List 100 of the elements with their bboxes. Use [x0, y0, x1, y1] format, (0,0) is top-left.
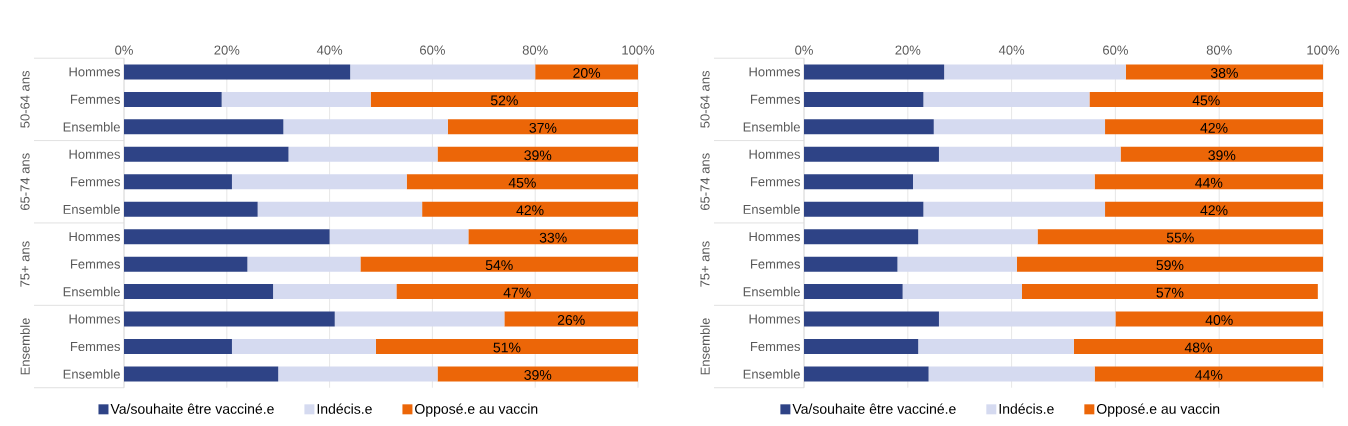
y-tick-label: Hommes [69, 314, 120, 324]
bar [124, 201, 258, 217]
bar [437, 366, 639, 382]
y-tick-label: Hommes [69, 232, 120, 242]
x-tick-label: 100% [622, 45, 655, 55]
bar [1089, 91, 1324, 107]
y-tick-label: Ensemble [743, 286, 800, 297]
bar [804, 119, 934, 135]
bar [1094, 174, 1324, 190]
data-label: 37% [529, 122, 557, 133]
bar [124, 366, 279, 382]
y-tick-label: Femmes [70, 94, 121, 104]
text: 50-64 ans [20, 70, 30, 128]
bar [944, 64, 1126, 80]
data-label: 54% [485, 260, 513, 271]
bar [918, 339, 1074, 355]
bar [288, 146, 438, 162]
data-label: 45% [508, 177, 536, 188]
bar [913, 174, 1095, 190]
bar [247, 256, 361, 272]
bar [375, 339, 639, 355]
bar [1125, 64, 1324, 80]
x-tick-label: 80% [1206, 45, 1232, 55]
bar [1105, 119, 1324, 135]
data-label: 42% [1200, 205, 1228, 216]
y-tick-label: Femmes [750, 341, 801, 352]
bar [278, 366, 438, 382]
bar [273, 284, 397, 300]
bar [1094, 366, 1324, 382]
data-label: 44% [1195, 370, 1223, 380]
text: 75+ ans [700, 241, 710, 287]
bar [231, 174, 407, 190]
data-label: 33% [539, 232, 567, 243]
bar [938, 146, 1121, 162]
y-tick-label: Hommes [749, 67, 801, 77]
legend-label: Opposé.e au vaccin [1096, 403, 1220, 417]
bar [124, 119, 284, 135]
x-tick-label: 40% [998, 45, 1025, 55]
data-label: 39% [524, 150, 552, 161]
bar [1120, 146, 1324, 162]
x-tick-label: 0% [795, 45, 813, 55]
y-tick-label: Hommes [749, 314, 801, 324]
x-tick-label: 100% [1307, 45, 1340, 55]
data-label: 47% [503, 287, 531, 298]
bar [396, 284, 639, 300]
data-label: 39% [1208, 150, 1236, 161]
bar [447, 119, 639, 135]
bar [923, 91, 1090, 107]
bar [804, 201, 924, 217]
data-label: 38% [1210, 67, 1238, 78]
bar [437, 146, 639, 162]
text: Ensemble [700, 318, 710, 375]
bar [535, 64, 639, 80]
bar [928, 366, 1095, 382]
y-tick-label: Ensemble [63, 369, 120, 379]
legend-label: Va/souhaite être vacciné.e [110, 403, 274, 414]
bar [231, 339, 376, 355]
x-tick-label: 40% [316, 45, 343, 55]
bar [918, 229, 1038, 245]
legend-label: Indécis.e [317, 403, 372, 414]
x-tick-label: 20% [214, 45, 240, 55]
bar [283, 119, 448, 135]
bar [804, 174, 913, 190]
bar [124, 229, 330, 245]
bar [933, 119, 1106, 135]
data-label: 40% [1205, 315, 1233, 326]
y-tick-label: Hommes [69, 67, 120, 77]
bar [124, 146, 289, 162]
bar [124, 64, 351, 80]
y-tick-label: Hommes [749, 149, 801, 159]
bar [804, 256, 898, 272]
bar [1016, 256, 1324, 272]
data-label: 42% [516, 205, 544, 216]
x-tick-label: 0% [115, 45, 133, 55]
data-label: 45% [1192, 95, 1220, 106]
data-label: 26% [557, 315, 585, 326]
bar [468, 229, 639, 245]
y-tick-label: Femmes [70, 341, 121, 352]
bar [334, 311, 505, 327]
x-tick-label: 60% [420, 45, 445, 55]
bar [124, 339, 232, 355]
y-tick-label: Femmes [750, 259, 801, 269]
text: Ensemble [20, 318, 30, 375]
bar [329, 229, 469, 245]
bar [124, 91, 222, 107]
bar [360, 256, 639, 272]
legend-label: Va/souhaite être vacciné.e [792, 403, 956, 414]
y-tick-label: Ensemble [63, 122, 120, 132]
x-tick-label: 60% [1103, 45, 1128, 55]
bar [804, 229, 919, 245]
bar [257, 201, 423, 217]
bar [124, 256, 248, 272]
y-tick-label: Ensemble [743, 369, 800, 379]
bar [370, 91, 639, 107]
data-label: 20% [573, 67, 601, 78]
x-tick-label: 80% [522, 45, 548, 55]
y-tick-label: Femmes [750, 177, 801, 187]
text: 65-74 ans [700, 153, 710, 211]
legend-label: Indécis.e [999, 403, 1054, 414]
bar [124, 311, 335, 327]
